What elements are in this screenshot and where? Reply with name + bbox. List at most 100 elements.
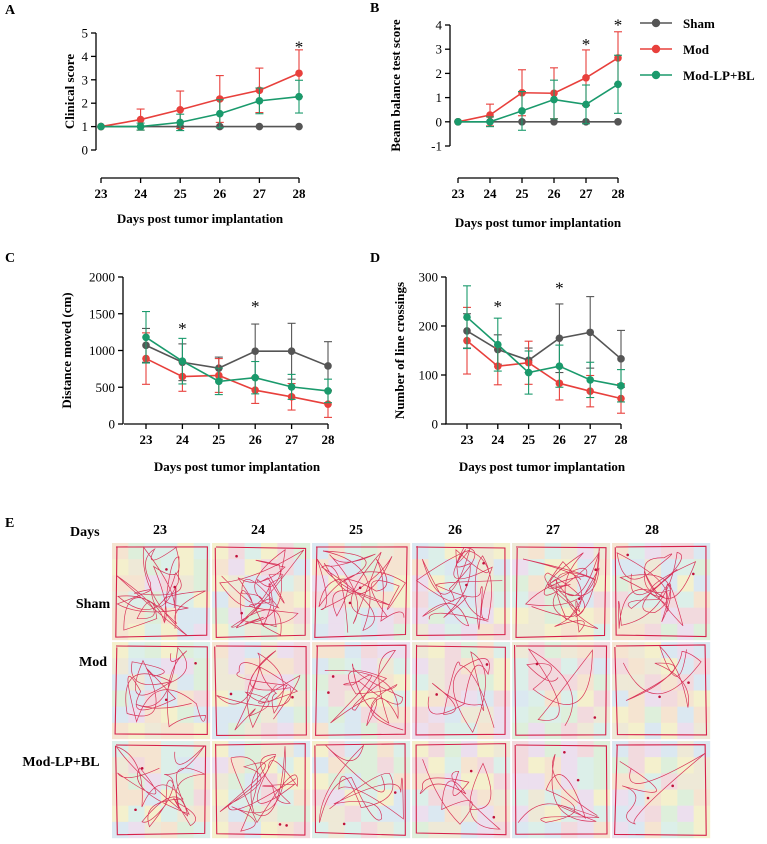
arena-tile	[661, 642, 678, 659]
arena-tile	[412, 623, 429, 641]
arena-tile	[377, 623, 394, 641]
perimeter-track	[614, 744, 707, 836]
arena-tile	[212, 674, 229, 691]
track-dot	[194, 661, 197, 665]
arena-tile	[244, 674, 262, 691]
arena-tile	[544, 706, 562, 724]
arena-tile	[428, 591, 445, 608]
arena-tile	[512, 706, 529, 724]
y-tick-label: 0	[432, 417, 439, 432]
track-dot	[646, 796, 650, 800]
arena-tile	[577, 821, 594, 839]
arena-tile	[612, 623, 629, 641]
arena-tile	[193, 706, 211, 724]
arena-tile	[693, 591, 711, 608]
data-point	[142, 333, 150, 342]
arena-tile	[228, 658, 245, 675]
arena-tile	[561, 757, 578, 774]
arena-tile	[328, 805, 345, 823]
arena-tile	[161, 805, 178, 823]
arena-tile	[428, 674, 445, 691]
arena-tile	[561, 789, 578, 806]
track-dot	[229, 692, 233, 696]
arena-tile	[444, 543, 462, 560]
arena-tile	[428, 789, 445, 806]
legend-label: Mod-LP+BL	[683, 68, 755, 83]
arena-tile	[193, 722, 211, 740]
series-line	[466, 330, 622, 362]
arena-tile	[444, 789, 462, 806]
perimeter-track	[214, 546, 307, 638]
arena-tile	[644, 623, 662, 641]
arena-tile	[644, 773, 662, 790]
movement-track	[125, 646, 207, 728]
y-tick-label: 1000	[89, 343, 115, 358]
arena-tile	[461, 821, 478, 839]
arena-tile	[277, 741, 294, 758]
panel-letter: D	[370, 251, 380, 266]
x-tick-label: 23	[95, 186, 109, 201]
arena-tile	[528, 591, 545, 608]
arena-tile	[377, 575, 394, 592]
arena-tile	[377, 607, 394, 625]
series-mod-lp-bl	[142, 310, 332, 404]
arena-tile	[144, 690, 162, 707]
arena-tile	[528, 722, 545, 740]
arena-tile	[393, 543, 411, 560]
arena-tile	[328, 559, 345, 576]
arena-tile	[277, 575, 294, 592]
arena-tile	[593, 623, 611, 641]
arena-tile	[693, 805, 711, 823]
arena-tile	[544, 789, 562, 806]
arena-tile	[344, 741, 362, 758]
arena-tile	[228, 741, 245, 758]
arena-tile	[344, 559, 362, 576]
legend-item-mod-lp-bl: Mod-LP+BL	[640, 68, 755, 83]
arena-tile	[177, 821, 194, 839]
arena-tile	[377, 642, 394, 659]
arena-tile	[677, 543, 694, 560]
arena-tile	[612, 706, 629, 724]
arena-tile	[293, 591, 311, 608]
arena-tile	[544, 821, 562, 839]
movement-track	[116, 546, 206, 637]
arena-tile	[593, 789, 611, 806]
arena-tile	[577, 642, 594, 659]
track-dot	[485, 663, 489, 666]
data-point	[555, 362, 564, 370]
series-line	[145, 344, 329, 369]
x-axis-label: Days post tumor implantation	[154, 459, 321, 474]
arena-tile	[344, 773, 362, 790]
arena-tile	[628, 805, 645, 823]
arena-tile	[628, 741, 645, 758]
series-line	[100, 72, 300, 128]
arena-tile	[612, 789, 629, 806]
arena-tile	[528, 741, 545, 758]
arena-tile	[312, 690, 329, 707]
arena-tile	[693, 706, 711, 724]
arena-tile	[493, 623, 511, 641]
arena-tile	[628, 821, 645, 839]
arena-tile	[661, 805, 678, 823]
data-point	[178, 357, 187, 365]
arena-tile	[677, 741, 694, 758]
track-dot	[469, 769, 473, 773]
tracking-cell	[112, 543, 211, 641]
track-dot	[563, 751, 566, 754]
arena-tile	[644, 543, 662, 560]
arena-tile	[477, 773, 494, 790]
arena-tile	[493, 559, 511, 576]
arena-tile	[212, 559, 229, 576]
arena-tile	[244, 575, 262, 592]
arena-tile	[377, 690, 394, 707]
panel-letter: A	[5, 3, 16, 18]
data-point	[295, 69, 303, 78]
arena-tile	[144, 722, 162, 740]
x-tick-label: 28	[293, 186, 307, 201]
arena-tile	[428, 757, 445, 774]
y-tick-label: 2	[436, 66, 443, 81]
arena-tile	[261, 821, 278, 839]
arena-tile	[444, 623, 462, 641]
arena-tile	[577, 722, 594, 740]
arena-tile	[112, 559, 129, 576]
